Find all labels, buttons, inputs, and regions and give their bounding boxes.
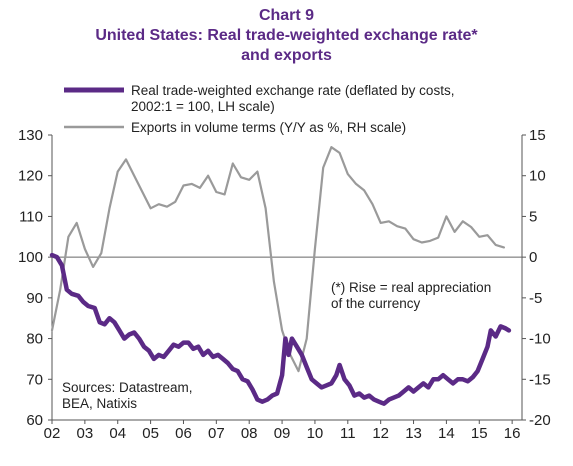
x-tick-label: 13 (405, 425, 422, 442)
y-left-tick-label: 120 (18, 168, 43, 185)
y-right-tick-label: -5 (529, 290, 542, 307)
x-tick-label: 08 (241, 425, 258, 442)
y-left-tick-label: 60 (26, 412, 43, 429)
y-right-tick-label: 5 (529, 208, 537, 225)
y-left-tick-label: 70 (26, 371, 43, 388)
y-right-tick-label: 0 (529, 249, 537, 266)
y-right-tick-label: 10 (529, 168, 546, 185)
x-tick-label: 09 (274, 425, 291, 442)
annotation-line1: (*) Rise = real appreciation (331, 280, 491, 295)
series-line-exports (50, 146, 505, 373)
x-tick-label: 11 (340, 425, 356, 442)
annotation-line2: of the currency (331, 296, 421, 311)
legend-label-exports: Exports in volume terms (Y/Y as %, RH sc… (131, 120, 406, 135)
x-tick-label: 03 (77, 425, 94, 442)
y-right-tick-label: 15 (529, 127, 546, 144)
x-tick-label: 06 (175, 425, 192, 442)
x-tick-label: 02 (44, 425, 61, 442)
x-tick-label: 07 (208, 425, 225, 442)
series-line-exchange-rate (49, 252, 512, 406)
x-tick-label: 15 (471, 425, 488, 442)
sources-line2: BEA, Natixis (62, 396, 137, 411)
legend-label-exchange-rate-line2: 2002:1 = 100, LH scale) (131, 99, 275, 114)
chart-number: Chart 9 (258, 7, 315, 24)
chart-series (49, 146, 512, 406)
y-left-tick-label: 90 (26, 290, 43, 307)
y-left-tick-label: 100 (18, 249, 43, 266)
y-right-tick-label: -10 (529, 331, 551, 348)
y-left-tick-label: 130 (18, 127, 43, 144)
x-tick-label: 04 (109, 425, 126, 442)
chart-title-line2: and exports (241, 47, 332, 64)
chart-title-line1: United States: Real trade-weighted excha… (95, 27, 478, 44)
x-tick-label: 16 (504, 425, 521, 442)
x-tick-label: 10 (307, 425, 324, 442)
x-tick-label: 14 (438, 425, 455, 442)
y-left-tick-label: 80 (26, 331, 43, 348)
y-right-tick-label: -20 (529, 412, 551, 429)
sources-line1: Sources: Datastream, (62, 380, 193, 395)
x-tick-label: 12 (372, 425, 389, 442)
y-right-tick-label: -15 (529, 371, 551, 388)
chart-legend: Real trade-weighted exchange rate (defla… (64, 83, 454, 135)
x-tick-label: 05 (142, 425, 159, 442)
legend-label-exchange-rate-line1: Real trade-weighted exchange rate (defla… (131, 83, 454, 98)
y-left-tick-label: 110 (19, 208, 43, 225)
